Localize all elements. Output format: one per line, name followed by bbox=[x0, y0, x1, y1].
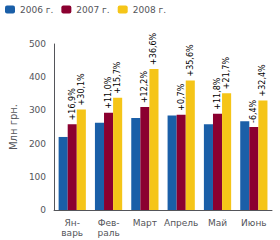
svg-text:+0,7%: +0,7% bbox=[177, 83, 186, 110]
svg-text:2008 г.: 2008 г. bbox=[133, 5, 166, 15]
svg-text:2006 г.: 2006 г. bbox=[20, 5, 53, 15]
svg-text:Ян-: Ян- bbox=[65, 218, 80, 228]
svg-text:Апрель: Апрель bbox=[164, 218, 198, 228]
svg-text:+12,2%: +12,2% bbox=[140, 71, 149, 104]
svg-text:Фев-: Фев- bbox=[98, 218, 120, 228]
svg-text:-6,4%: -6,4% bbox=[249, 99, 258, 123]
svg-text:+36,6%: +36,6% bbox=[149, 32, 158, 65]
svg-text:раль: раль bbox=[97, 228, 119, 238]
svg-text:Май: Май bbox=[208, 218, 227, 228]
svg-text:+11,0%: +11,0% bbox=[104, 76, 113, 109]
svg-text:+11,8%: +11,8% bbox=[213, 77, 222, 110]
svg-text:+15,7%: +15,7% bbox=[113, 61, 122, 94]
svg-text:0: 0 bbox=[40, 205, 46, 215]
svg-text:500: 500 bbox=[29, 39, 46, 49]
svg-text:+32,4%: +32,4% bbox=[258, 64, 267, 97]
svg-text:100: 100 bbox=[29, 172, 46, 182]
svg-text:300: 300 bbox=[29, 105, 46, 115]
svg-text:+35,6%: +35,6% bbox=[186, 44, 195, 77]
svg-text:200: 200 bbox=[29, 139, 46, 149]
svg-text:варь: варь bbox=[61, 228, 83, 238]
svg-text:Март: Март bbox=[133, 218, 157, 228]
svg-text:Млн грн.: Млн грн. bbox=[8, 104, 19, 150]
svg-text:2007 г.: 2007 г. bbox=[76, 5, 109, 15]
svg-text:Июнь: Июнь bbox=[241, 218, 267, 228]
svg-text:+16,9%: +16,9% bbox=[68, 88, 77, 121]
svg-text:+30,1%: +30,1% bbox=[77, 73, 86, 106]
svg-text:+21,7%: +21,7% bbox=[222, 57, 231, 90]
svg-text:400: 400 bbox=[29, 72, 46, 82]
